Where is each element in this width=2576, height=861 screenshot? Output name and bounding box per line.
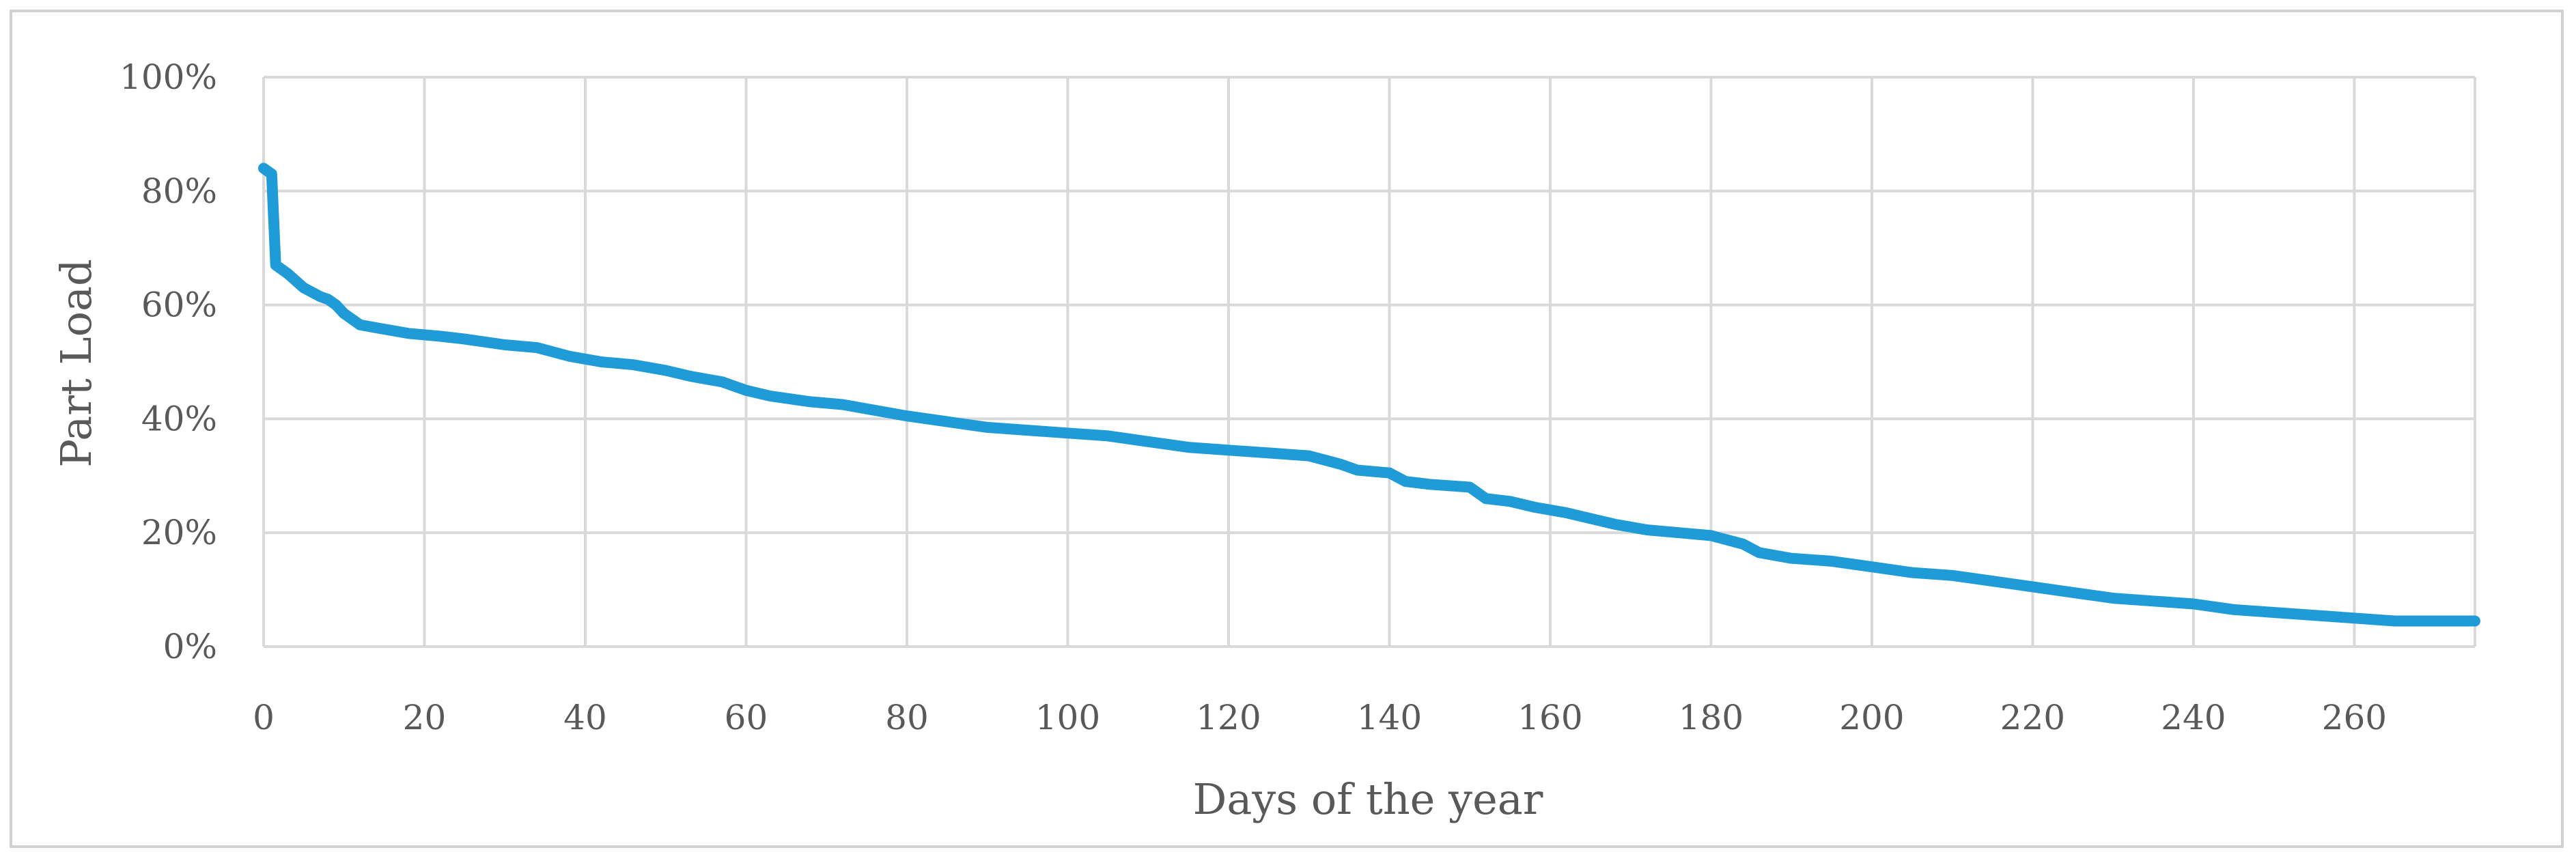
x-tick-label: 180 xyxy=(1679,698,1744,737)
x-tick-labels: 0 20 40 60 80 100 120 140 160 180 200 220 240 260 xyxy=(253,698,2387,737)
x-tick-label: 240 xyxy=(2161,698,2226,737)
y-axis-title: Part Load xyxy=(51,259,101,467)
x-tick-label: 0 xyxy=(253,698,275,737)
x-tick-label: 140 xyxy=(1357,698,1422,737)
x-tick-label: 20 xyxy=(403,698,447,737)
y-tick-label: 100% xyxy=(120,57,217,97)
x-tick-label: 40 xyxy=(563,698,607,737)
y-tick-label: 60% xyxy=(141,285,217,325)
y-tick-label: 20% xyxy=(141,513,217,552)
y-tick-labels: 0% 20% 40% 60% 80% 100% xyxy=(120,57,217,666)
x-tick-label: 120 xyxy=(1196,698,1261,737)
x-tick-label: 80 xyxy=(885,698,929,737)
x-axis-title: Days of the year xyxy=(1193,774,1543,824)
x-tick-label: 220 xyxy=(2000,698,2065,737)
y-tick-label: 80% xyxy=(141,171,217,211)
x-tick-label: 160 xyxy=(1517,698,1582,737)
series-layer xyxy=(258,163,2480,627)
series-line xyxy=(258,163,2480,627)
chart-frame xyxy=(10,10,2564,848)
grid-lines xyxy=(262,76,2476,648)
y-tick-label: 40% xyxy=(141,399,217,438)
y-tick-label: 0% xyxy=(163,627,217,666)
x-tick-label: 100 xyxy=(1035,698,1100,737)
x-tick-label: 200 xyxy=(1839,698,1904,737)
x-tick-label: 260 xyxy=(2322,698,2387,737)
x-tick-label: 60 xyxy=(725,698,768,737)
